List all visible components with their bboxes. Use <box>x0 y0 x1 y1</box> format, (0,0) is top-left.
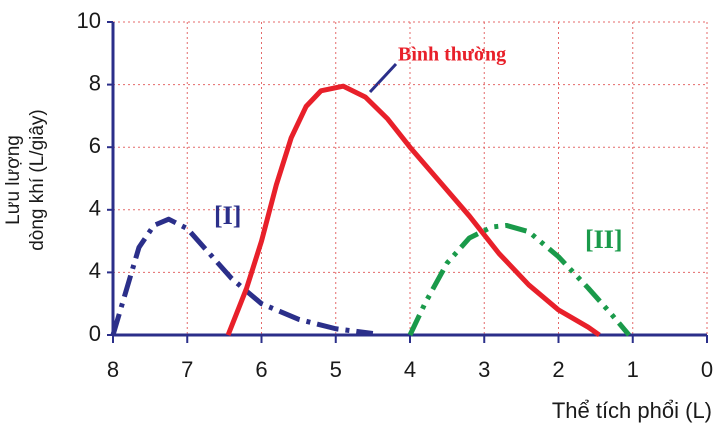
y-tick-label: 10 <box>77 8 101 33</box>
series-label: [II] <box>585 225 623 254</box>
x-tick-label: 6 <box>255 357 267 382</box>
x-tick-label: 4 <box>404 357 416 382</box>
series-label: Bình thường <box>398 44 506 66</box>
line-series <box>110 216 374 336</box>
x-tick-label: 8 <box>107 357 119 382</box>
y-tick-label: 8 <box>89 70 101 95</box>
x-axis-label: Thể tích phổi (L) <box>552 398 712 423</box>
y-axis-label: dòng khí (L/giây) <box>27 109 48 251</box>
line-series <box>407 222 631 337</box>
y-tick-label: 4 <box>89 196 101 221</box>
y-axis-label: Lưu lượng <box>3 135 24 225</box>
x-tick-label: 7 <box>181 357 193 382</box>
series-label: [I] <box>214 201 241 230</box>
y-tick-label: 6 <box>89 133 101 158</box>
y-tick-label: 0 <box>89 321 101 346</box>
y-tick-label: 4 <box>89 258 101 283</box>
x-tick-label: 2 <box>552 357 564 382</box>
x-tick-label: 5 <box>330 357 342 382</box>
line-series <box>225 83 601 338</box>
pointer <box>368 62 398 94</box>
x-tick-label: 0 <box>701 357 713 382</box>
x-tick-label: 1 <box>627 357 639 382</box>
x-tick-label: 3 <box>478 357 490 382</box>
